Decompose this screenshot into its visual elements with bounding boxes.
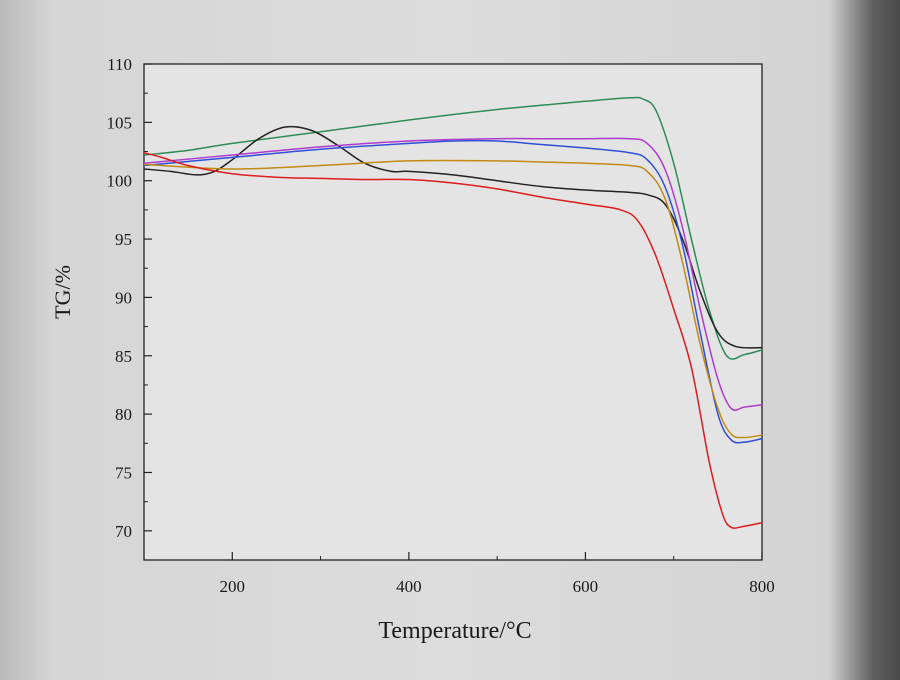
y-tick-label: 110 (107, 55, 132, 74)
y-tick-label: 75 (115, 463, 132, 482)
y-tick-label: 95 (115, 230, 132, 249)
x-tick-label: 800 (749, 577, 775, 596)
plot-area (143, 63, 763, 561)
y-tick-label: 90 (115, 288, 132, 307)
series-line-6 (143, 151, 763, 529)
plot-frame (143, 63, 763, 561)
series-line-5 (143, 159, 763, 439)
y-tick-label: 80 (115, 405, 132, 424)
axes: 70 75 80 85 90 95 100 105 110 200 400 600 800 (107, 55, 775, 596)
x-tick-label: 600 (573, 577, 599, 596)
x-tick-label: 400 (396, 577, 422, 596)
y-tick-label: 85 (115, 347, 132, 366)
series-layer (143, 96, 763, 529)
y-tick-label: 70 (115, 522, 132, 541)
x-tick-label: 200 (220, 577, 246, 596)
series-line-3 (143, 137, 763, 411)
y-axis-label: TG/% (50, 265, 75, 319)
series-line-2 (143, 125, 763, 349)
y-tick-label: 105 (107, 113, 133, 132)
x-axis-label: Temperature/°C (378, 618, 531, 644)
y-tick-label: 100 (107, 172, 133, 191)
series-line-4 (143, 139, 763, 444)
